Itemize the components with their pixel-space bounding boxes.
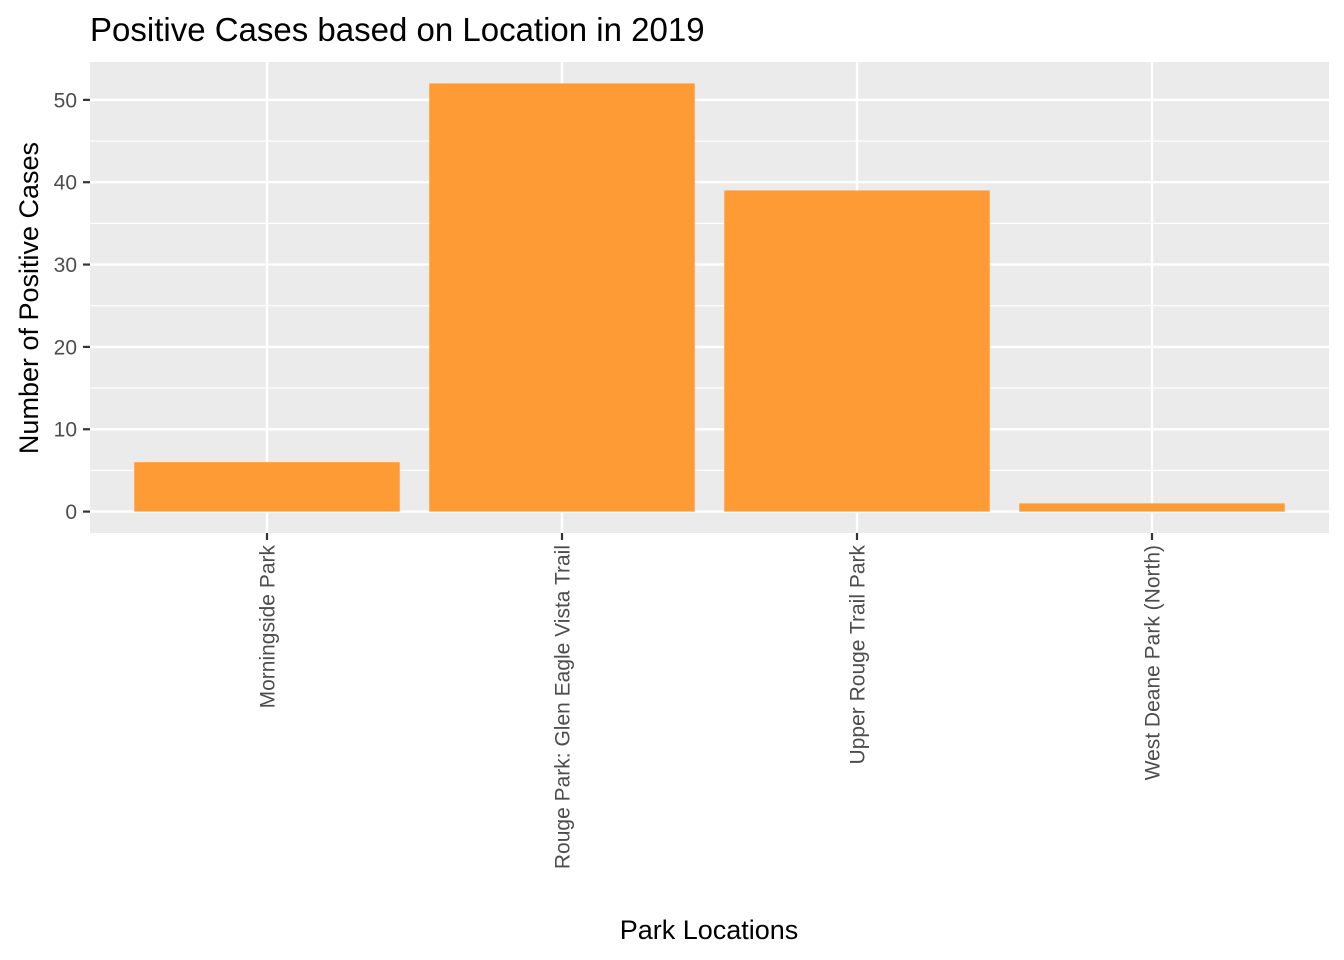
bar [1019, 503, 1285, 512]
x-tick-label: Upper Rouge Trail Park [847, 545, 870, 765]
y-tick-label: 30 [54, 254, 77, 277]
bar [429, 83, 695, 512]
y-tick-label: 20 [54, 336, 77, 359]
x-tick-label: Rouge Park: Glen Eagle Vista Trail [552, 545, 575, 869]
y-tick-label: 10 [54, 419, 77, 442]
y-tick-label: 50 [54, 89, 77, 112]
y-tick-label: 0 [65, 501, 77, 524]
chart-title: Positive Cases based on Location in 2019 [90, 11, 705, 48]
x-tick-label: Morningside Park [257, 545, 280, 709]
y-axis-title: Number of Positive Cases [14, 142, 44, 454]
grid-lines [90, 62, 1329, 533]
y-axis: 0 10 20 30 40 50 [54, 89, 90, 524]
x-axis: Morningside Park Rouge Park: Glen Eagle V… [257, 533, 1165, 869]
bars [134, 83, 1285, 512]
x-axis-title: Park Locations [620, 915, 799, 945]
bar [134, 462, 400, 512]
bar [724, 190, 990, 512]
x-tick-label: West Deane Park (North) [1142, 545, 1165, 780]
y-tick-label: 40 [54, 172, 77, 195]
